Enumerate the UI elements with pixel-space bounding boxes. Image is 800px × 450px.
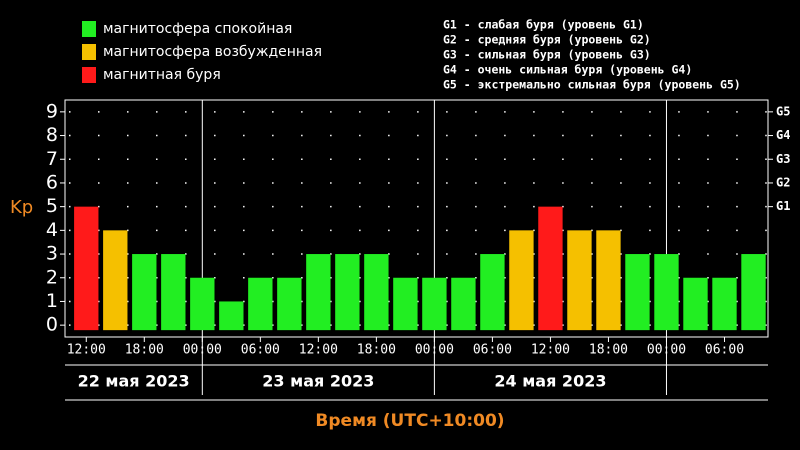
bar <box>306 254 331 331</box>
bar <box>132 254 157 331</box>
x-tick-label: 18:00 <box>125 343 164 358</box>
legend-swatch <box>82 67 96 83</box>
y-tick-label: 4 <box>46 219 58 241</box>
bar <box>451 277 476 331</box>
y-tick-label: 5 <box>46 195 58 217</box>
y-tick-label: 0 <box>46 314 58 336</box>
day-label: 23 мая 2023 <box>262 372 374 391</box>
y-tick-label: 7 <box>46 148 58 170</box>
x-tick-label: 18:00 <box>589 343 628 358</box>
y-tick-label: 2 <box>46 266 58 288</box>
bar <box>161 254 186 331</box>
x-tick-label: 12:00 <box>531 343 570 358</box>
bar <box>625 254 650 331</box>
bar <box>364 254 389 331</box>
storm-level-label: G2 - средняя буря (уровень G2) <box>443 33 651 47</box>
storm-level-label: G1 - слабая буря (уровень G1) <box>443 18 644 32</box>
x-tick-label: 06:00 <box>241 343 280 358</box>
y-axis-label: Kp <box>10 197 33 218</box>
y2-tick-label: G5 <box>776 104 790 118</box>
legend-label: магнитосфера возбужденная <box>103 44 322 60</box>
y-tick-label: 6 <box>46 171 58 193</box>
bar <box>480 254 505 331</box>
y-tick-label: 8 <box>46 124 58 146</box>
legend-swatch <box>82 21 96 37</box>
y-tick-label: 9 <box>46 100 58 122</box>
x-tick-label: 18:00 <box>357 343 396 358</box>
bar <box>596 230 621 331</box>
bar <box>248 277 273 331</box>
bar <box>74 206 99 331</box>
x-axis-label: Время (UTC+10:00) <box>315 411 504 431</box>
bar <box>654 254 679 331</box>
x-tick-label: 00:00 <box>647 343 686 358</box>
bar <box>712 277 737 331</box>
bar <box>335 254 360 331</box>
bar <box>219 301 244 331</box>
x-tick-label: 00:00 <box>183 343 222 358</box>
x-tick-label: 00:00 <box>415 343 454 358</box>
y2-tick-label: G2 <box>776 175 790 189</box>
legend-swatch <box>82 44 96 60</box>
legend-label: магнитосфера спокойная <box>103 21 292 37</box>
y2-tick-label: G1 <box>776 199 790 213</box>
bar <box>567 230 592 331</box>
legend-label: магнитная буря <box>103 67 221 83</box>
day-label: 24 мая 2023 <box>494 372 606 391</box>
bar <box>277 277 302 331</box>
y2-tick-label: G4 <box>776 128 790 142</box>
y-tick-label: 3 <box>46 243 58 265</box>
storm-level-label: G4 - очень сильная буря (уровень G4) <box>443 63 692 77</box>
x-tick-label: 12:00 <box>67 343 106 358</box>
bar <box>190 277 215 331</box>
bar <box>103 230 128 331</box>
day-label: 22 мая 2023 <box>78 372 190 391</box>
bar <box>741 254 766 331</box>
bar <box>683 277 708 331</box>
x-tick-label: 12:00 <box>299 343 338 358</box>
y-tick-label: 1 <box>46 290 58 312</box>
bar <box>393 277 418 331</box>
plot-frame <box>64 99 769 338</box>
storm-level-label: G5 - экстремально сильная буря (уровень … <box>443 78 741 92</box>
bar <box>509 230 534 331</box>
y2-tick-label: G3 <box>776 152 790 166</box>
x-tick-label: 06:00 <box>705 343 744 358</box>
bar <box>538 206 563 331</box>
bar <box>422 277 447 331</box>
storm-level-label: G3 - сильная буря (уровень G3) <box>443 48 651 62</box>
x-tick-label: 06:00 <box>473 343 512 358</box>
